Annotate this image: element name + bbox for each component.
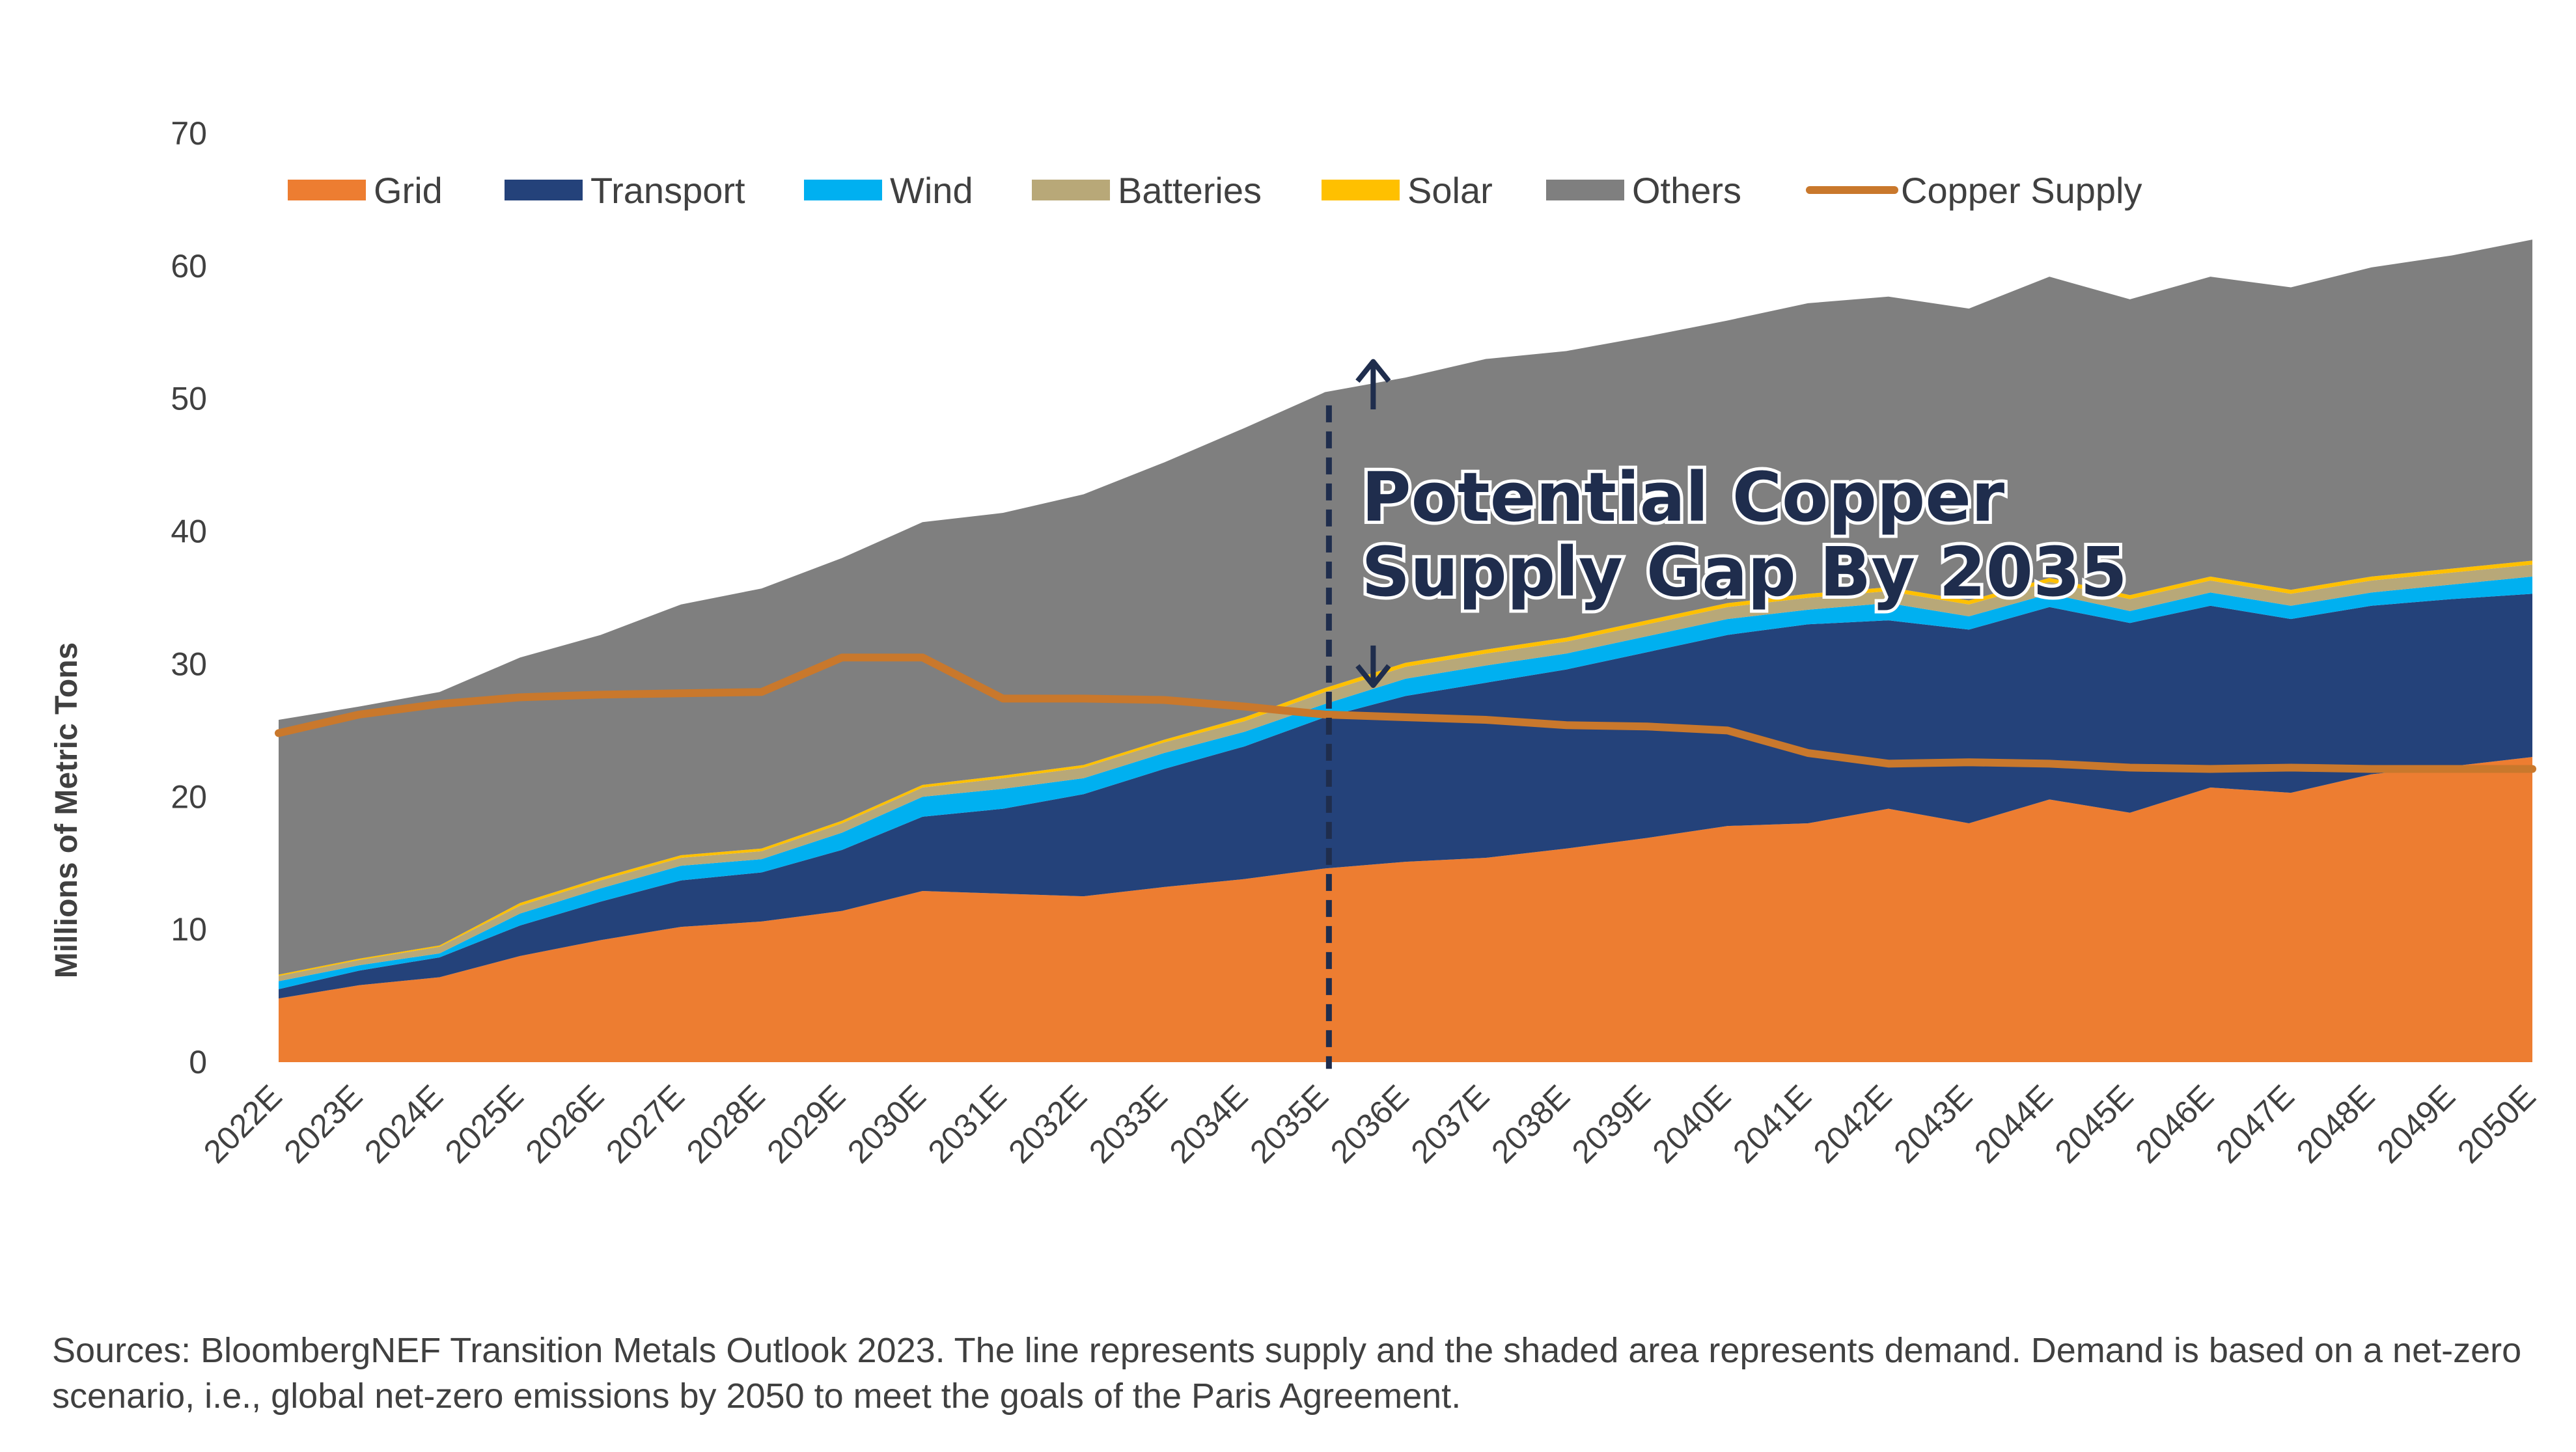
x-tick-label: 2038E <box>1484 1078 1577 1170</box>
legend-item-others: Others <box>1546 170 1741 211</box>
up-arrow-head-icon <box>1355 359 1391 383</box>
legend-label: Grid <box>374 170 443 211</box>
y-tick-label: 10 <box>171 911 207 948</box>
legend-label: Wind <box>890 170 973 211</box>
x-tick-label: 2024E <box>357 1078 450 1170</box>
x-tick-label: 2034E <box>1163 1078 1255 1170</box>
legend-item-grid: Grid <box>288 170 443 211</box>
x-tick-label: 2042E <box>1807 1078 1899 1170</box>
y-axis-ticks: 0 10 20 30 40 50 60 70 <box>171 115 207 1080</box>
legend-item-wind: Wind <box>804 170 973 211</box>
area-transport <box>279 594 2532 999</box>
x-tick-label: 2044E <box>1967 1078 2060 1170</box>
annotation-text: Supply Gap By 2035 <box>1361 532 2127 612</box>
x-tick-label: 2028E <box>680 1078 772 1170</box>
x-tick-label: 2027E <box>599 1078 691 1170</box>
legend-label: Transport <box>590 170 745 211</box>
legend-swatch <box>505 180 583 200</box>
x-tick-label: 2041E <box>1726 1078 1818 1170</box>
x-axis-ticks: 2022E2023E2024E2025E2026E2027E2028E2029E… <box>197 1078 2543 1170</box>
legend-item-solar: Solar <box>1322 170 1493 211</box>
down-arrow-head-icon <box>1355 664 1391 689</box>
x-tick-label: 2036E <box>1323 1078 1416 1170</box>
y-tick-label: 0 <box>189 1044 207 1080</box>
x-tick-label: 2030E <box>840 1078 933 1170</box>
legend-item-batteries: Batteries <box>1032 170 1262 211</box>
y-tick-label: 20 <box>171 778 207 815</box>
legend-label: Others <box>1632 170 1741 211</box>
x-tick-label: 2050E <box>2450 1078 2543 1170</box>
x-tick-label: 2032E <box>1001 1078 1094 1170</box>
legend-label: Copper Supply <box>1901 170 2142 211</box>
x-tick-label: 2033E <box>1082 1078 1174 1170</box>
y-tick-label: 30 <box>171 646 207 682</box>
y-tick-label: 60 <box>171 248 207 284</box>
area-grid <box>279 757 2532 1062</box>
y-tick-label: 70 <box>171 115 207 152</box>
x-tick-label: 2049E <box>2370 1078 2462 1170</box>
x-tick-label: 2037E <box>1404 1078 1497 1170</box>
x-tick-label: 2035E <box>1243 1078 1335 1170</box>
y-tick-label: 50 <box>171 381 207 417</box>
x-tick-label: 2025E <box>438 1078 531 1170</box>
legend-item-transport: Transport <box>505 170 745 211</box>
legend-label: Batteries <box>1118 170 1262 211</box>
x-tick-label: 2022E <box>197 1078 289 1170</box>
x-tick-label: 2043E <box>1887 1078 1979 1170</box>
y-tick-label: 40 <box>171 514 207 550</box>
legend-swatch <box>1032 180 1110 200</box>
x-tick-label: 2048E <box>2290 1078 2382 1170</box>
legend-label: Solar <box>1407 170 1493 211</box>
x-tick-label: 2039E <box>1565 1078 1657 1170</box>
x-tick-label: 2026E <box>519 1078 611 1170</box>
legend-item-copper-supply: Copper Supply <box>1806 170 2142 211</box>
y-axis-label: Millions of Metric Tons <box>49 642 84 978</box>
stacked-area-layer <box>279 240 2532 1062</box>
x-tick-label: 2045E <box>2048 1078 2140 1170</box>
legend-swatch <box>1322 180 1400 200</box>
area-others <box>279 240 2532 975</box>
legend-swatch <box>804 180 882 200</box>
x-tick-label: 2046E <box>2128 1078 2221 1170</box>
chart-legend: Grid Transport Wind Batteries Solar Others Cop… <box>288 170 2142 211</box>
x-tick-label: 2047E <box>2209 1078 2301 1170</box>
x-tick-label: 2031E <box>921 1078 1014 1170</box>
x-tick-label: 2029E <box>760 1078 852 1170</box>
x-tick-label: 2023E <box>277 1078 370 1170</box>
line-copper-supply <box>275 653 2536 773</box>
source-note: Sources: BloombergNEF Transition Metals … <box>52 1331 2522 1416</box>
annotation-text: Potential Copper <box>1361 458 2004 537</box>
legend-swatch <box>1546 180 1624 200</box>
legend-swatch <box>288 180 366 200</box>
x-tick-label: 2040E <box>1646 1078 1738 1170</box>
supply-line-layer <box>275 653 2536 773</box>
